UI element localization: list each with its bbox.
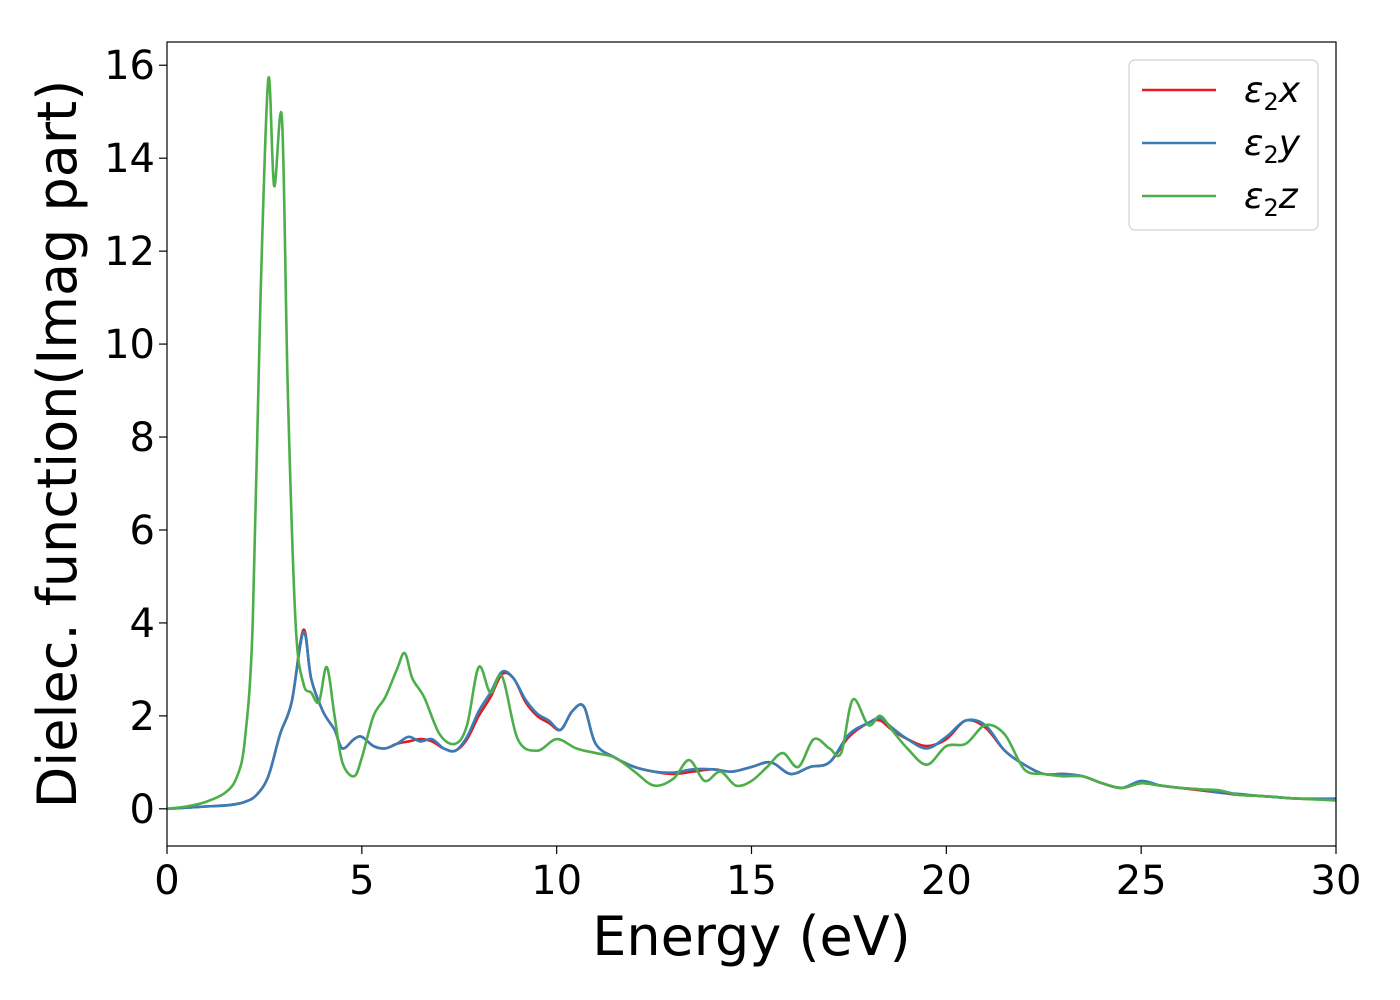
x-axis-label: Energy (eV) — [592, 905, 911, 968]
y-axis: 0 2 4 6 8 10 12 14 16 — [104, 43, 167, 833]
x-tick-label: 15 — [726, 858, 777, 904]
x-tick-label: 20 — [921, 858, 972, 904]
legend-entry-z: ε2z — [1244, 176, 1299, 222]
x-axis: 0 5 10 15 20 25 30 — [154, 846, 1361, 904]
x-tick-label: 5 — [349, 858, 374, 904]
legend: ε2x ε2y ε2z — [1128, 59, 1319, 231]
series-line-z — [167, 75, 1336, 811]
legend-entry-x: ε2x — [1244, 70, 1301, 116]
y-tick-label: 4 — [130, 601, 155, 647]
y-tick-label: 12 — [104, 229, 155, 275]
y-tick-label: 8 — [130, 415, 155, 461]
x-tick-label: 10 — [531, 858, 582, 904]
series-layer — [167, 75, 1336, 811]
y-tick-label: 6 — [130, 508, 155, 554]
y-axis-label: Dielec. function(Imag part) — [26, 80, 89, 809]
y-tick-label: 16 — [104, 43, 155, 89]
x-tick-label: 25 — [1116, 858, 1167, 904]
y-tick-label: 2 — [130, 694, 155, 740]
y-tick-label: 14 — [104, 136, 155, 182]
x-tick-label: 0 — [154, 858, 179, 904]
y-tick-label: 0 — [130, 787, 155, 833]
x-tick-label: 30 — [1311, 858, 1362, 904]
legend-box — [1128, 59, 1319, 231]
y-tick-label: 10 — [104, 322, 155, 368]
legend-entry-y: ε2y — [1244, 123, 1301, 169]
